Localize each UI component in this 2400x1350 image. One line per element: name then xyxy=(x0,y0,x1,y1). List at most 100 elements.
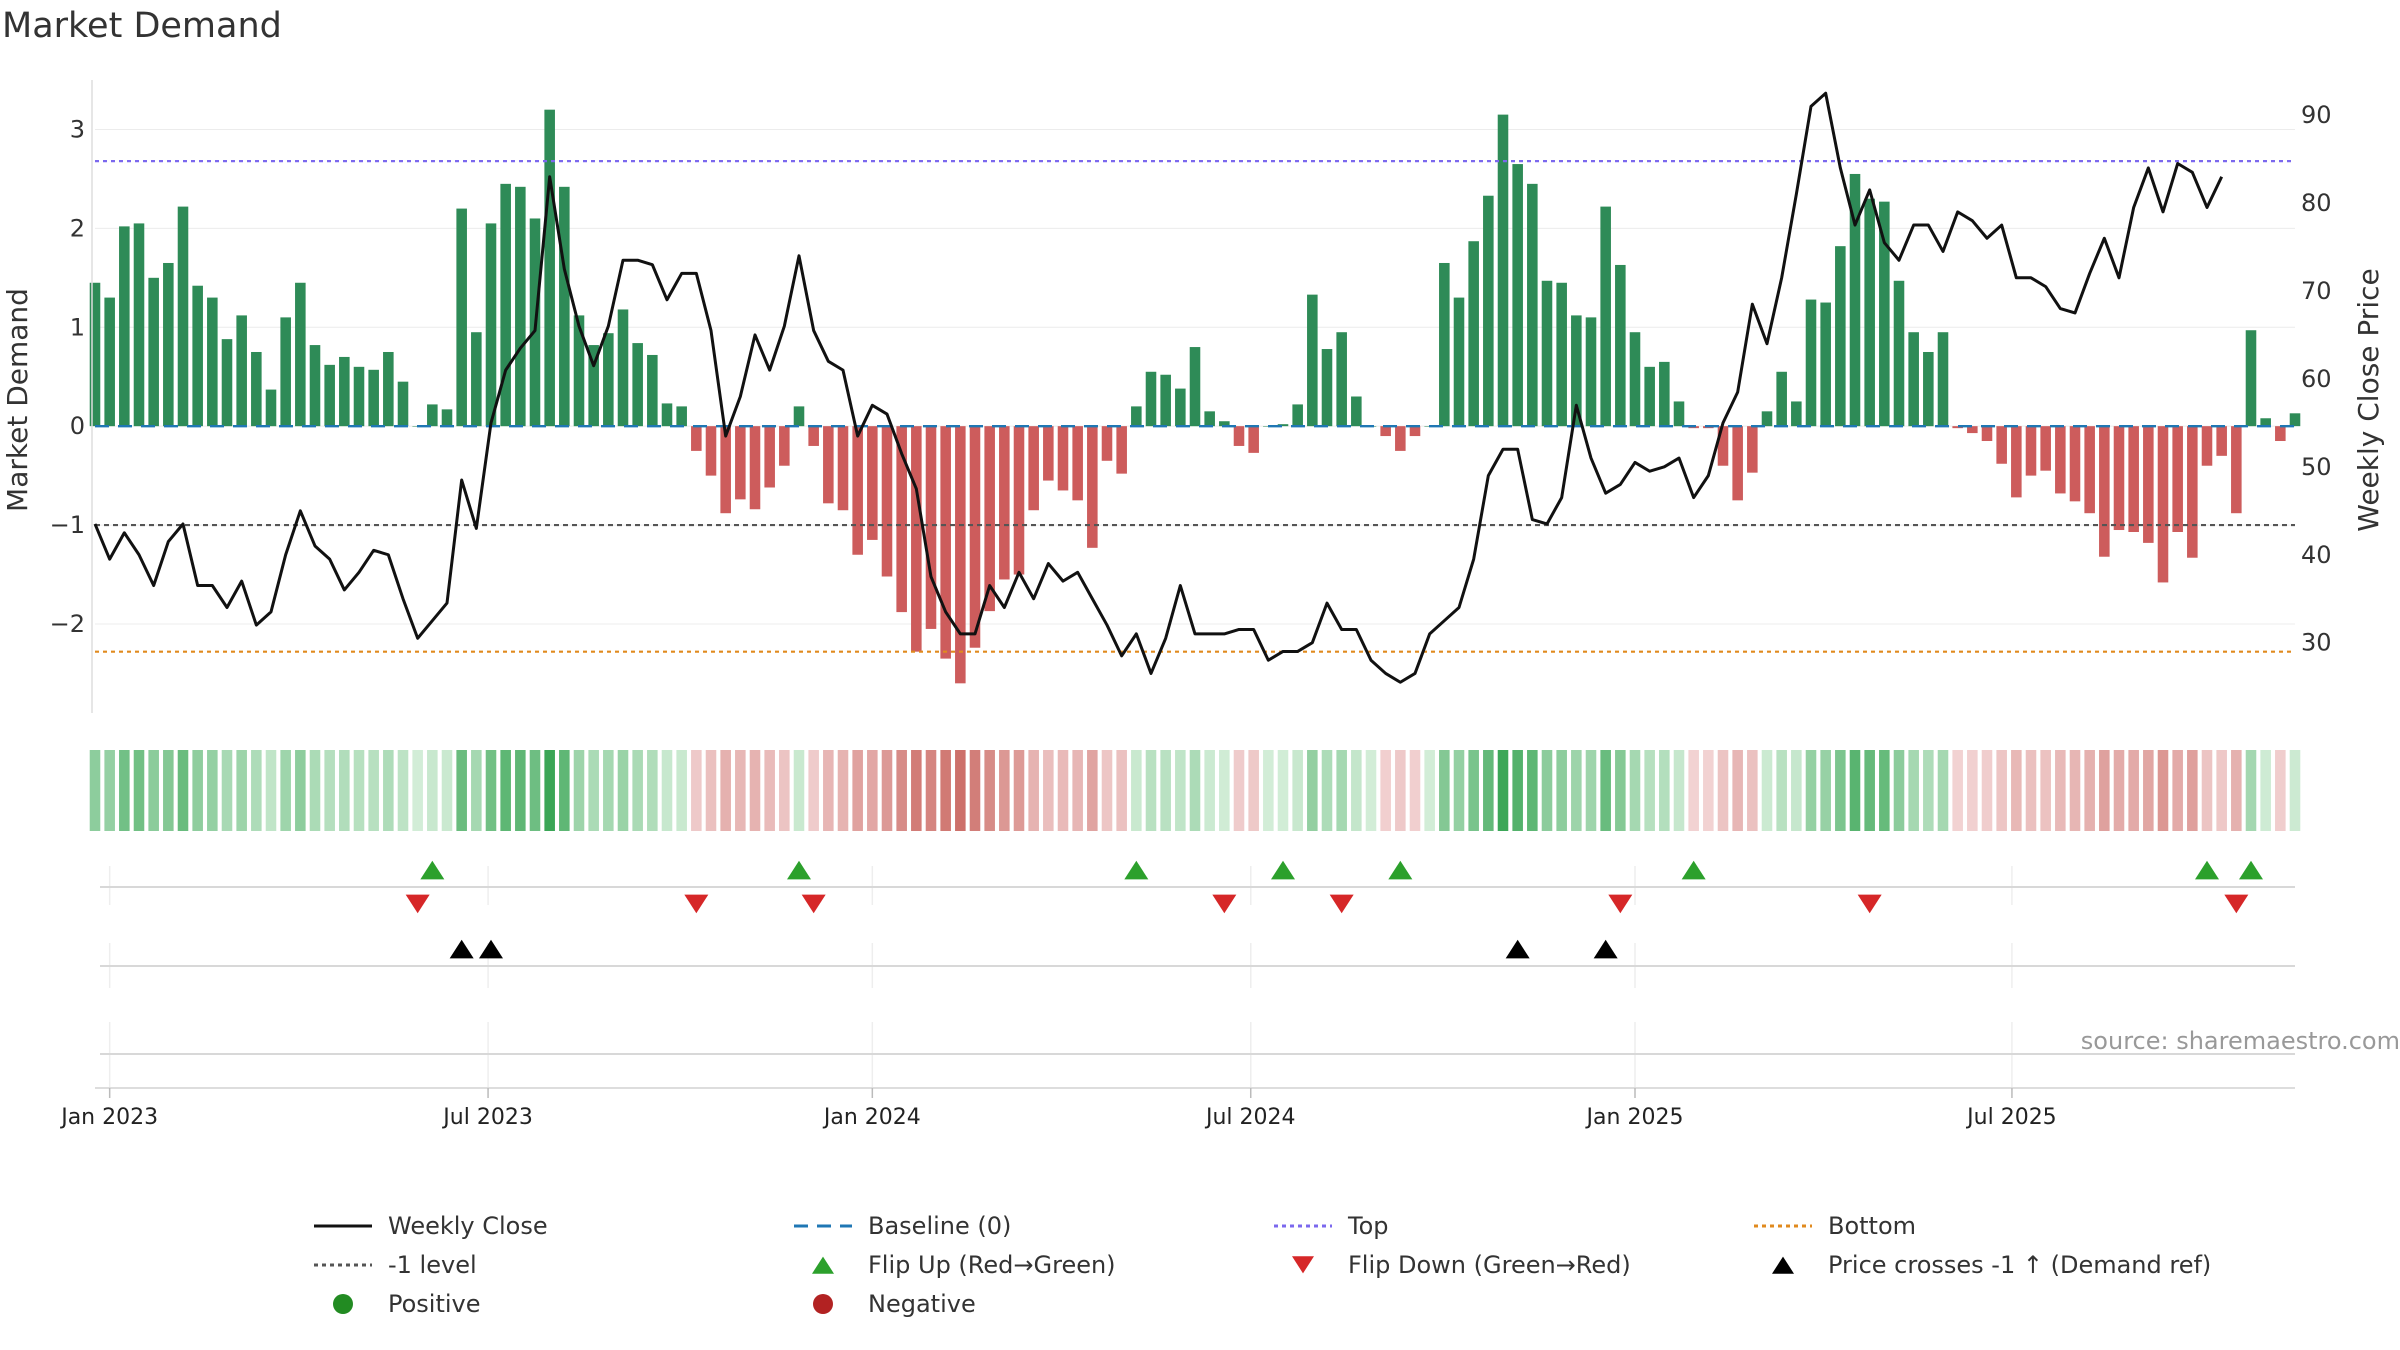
demand-bar xyxy=(764,426,775,488)
demand-bar xyxy=(236,315,247,427)
legend-item-top: Top xyxy=(1272,1208,1389,1244)
heat-cell xyxy=(1453,750,1465,831)
heat-cell xyxy=(221,750,233,831)
demand-bar xyxy=(1717,426,1729,466)
x-tick-label: Jul 2025 xyxy=(1965,1105,2057,1130)
demand-bar xyxy=(1864,198,1875,427)
right-tick-label: 90 xyxy=(2301,101,2332,129)
demand-bar xyxy=(295,282,306,427)
demand-bar xyxy=(1233,426,1245,446)
heat-cell xyxy=(1732,750,1743,831)
demand-bar xyxy=(2084,426,2095,514)
demand-bar xyxy=(2216,426,2227,456)
demand-bar xyxy=(2260,418,2271,427)
demand-bar xyxy=(1116,426,1127,474)
demand-bar xyxy=(1600,206,1611,427)
legend-swatch xyxy=(1772,1256,1794,1274)
demand-bar xyxy=(1292,404,1303,427)
heat-cell xyxy=(1717,750,1729,831)
heat-cell xyxy=(661,750,673,831)
heat-cell xyxy=(339,750,350,831)
heat-cell xyxy=(559,750,570,831)
demand-bar xyxy=(2113,426,2125,531)
demand-bar xyxy=(779,426,790,466)
legend-label: Price crosses -1 ↑ (Demand ref) xyxy=(1828,1251,2212,1279)
heat-cell xyxy=(1336,750,1347,831)
demand-bar xyxy=(427,404,438,427)
heat-cell xyxy=(2099,750,2110,831)
demand-bar xyxy=(515,186,526,427)
weekly-close-line xyxy=(93,91,2224,684)
heat-cell xyxy=(1952,750,1963,831)
heat-cell xyxy=(896,750,907,831)
demand-bar xyxy=(89,282,101,427)
heat-cell xyxy=(764,750,775,831)
legend-item-negative: Negative xyxy=(792,1286,976,1322)
heat-cell xyxy=(1292,750,1303,831)
heat-cell xyxy=(295,750,306,831)
demand-bar xyxy=(1761,411,1773,427)
flip-down-marker xyxy=(1329,894,1354,914)
demand-bar xyxy=(1571,315,1582,427)
demand-bar xyxy=(1805,299,1817,427)
demand-bar xyxy=(1277,424,1289,427)
heat-cell xyxy=(1629,750,1641,831)
price-cross-marker xyxy=(479,939,503,959)
demand-bar xyxy=(1615,264,1626,427)
demand-bar xyxy=(1893,280,1905,427)
heat-cell xyxy=(1043,750,1054,831)
flip-up-marker xyxy=(420,860,445,880)
demand-bar xyxy=(2275,426,2286,442)
heat-cell xyxy=(265,750,277,831)
demand-bar xyxy=(1219,421,1230,427)
demand-bar xyxy=(735,426,746,500)
demand-bar xyxy=(1527,183,1538,427)
demand-bar xyxy=(1996,426,2007,464)
left-tick-label: −2 xyxy=(50,610,85,638)
demand-bar xyxy=(1160,374,1171,427)
heat-cell xyxy=(1659,750,1670,831)
heat-cell xyxy=(119,750,130,831)
heat-cell xyxy=(676,750,687,831)
heat-cell xyxy=(500,750,511,831)
demand-bar xyxy=(1409,426,1421,437)
right-tick-label: 50 xyxy=(2301,453,2332,481)
heat-cell xyxy=(1189,750,1201,831)
heat-cell xyxy=(1512,750,1523,831)
heat-cell xyxy=(603,750,614,831)
demand-bar xyxy=(353,366,365,427)
demand-bar xyxy=(1952,426,1963,429)
heat-cell xyxy=(2084,750,2095,831)
demand-bar xyxy=(1028,426,1039,511)
demand-bar xyxy=(1336,332,1347,427)
right-tick-label: 80 xyxy=(2301,189,2332,217)
heat-cell xyxy=(2069,750,2081,831)
demand-bar xyxy=(163,262,174,427)
demand-bar xyxy=(265,389,277,427)
heat-cell xyxy=(1688,750,1699,831)
heat-cell xyxy=(1321,750,1333,831)
left-tick-label: 2 xyxy=(70,214,85,242)
demand-bar xyxy=(1248,426,1259,453)
heat-cell xyxy=(1541,750,1553,831)
flip-panel xyxy=(100,860,2295,914)
demand-bar xyxy=(969,426,981,648)
price-cross-legend-icon xyxy=(1772,1256,1794,1274)
heat-cell xyxy=(309,750,321,831)
demand-bar xyxy=(2157,426,2169,583)
heat-cell xyxy=(1263,750,1274,831)
heat-cell xyxy=(588,750,599,831)
demand-bar xyxy=(1453,297,1465,427)
reference-lines xyxy=(95,160,2295,653)
price-cross-marker xyxy=(449,939,474,959)
flip-down-marker xyxy=(684,894,709,914)
heat-cell xyxy=(485,750,497,831)
heat-cell xyxy=(1820,750,1831,831)
x-tick-label: Jul 2023 xyxy=(441,1105,533,1130)
heat-cell xyxy=(999,750,1010,831)
flip-down-marker xyxy=(801,894,826,914)
heat-cell xyxy=(1248,750,1259,831)
flip-down-marker xyxy=(1212,894,1237,914)
heat-cell xyxy=(2113,750,2125,831)
flip-down-marker xyxy=(1857,894,1882,914)
